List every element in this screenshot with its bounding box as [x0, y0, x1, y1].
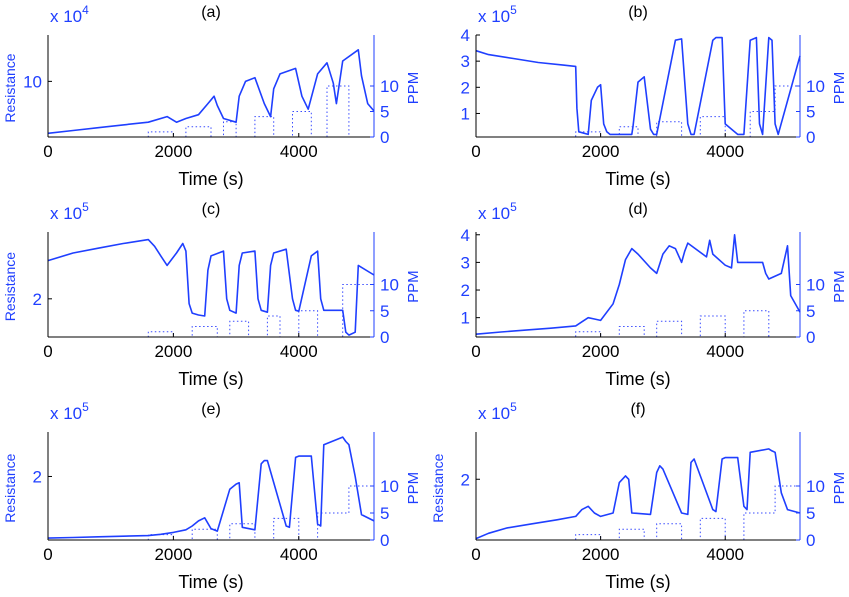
y-axis-label: Resistance [2, 53, 18, 122]
ppm-trace [48, 284, 374, 338]
x-tick-label: 2000 [154, 342, 192, 361]
y-axis-label: Resistance [430, 453, 446, 522]
x-axis-label: Time (s) [178, 369, 243, 389]
x-tick-label: 4000 [280, 142, 318, 161]
y2-tick-label: 10 [380, 477, 399, 496]
x-tick-label: 0 [43, 342, 52, 361]
resistance-trace [47, 48, 375, 135]
y-tick-label: 3 [461, 253, 470, 272]
y2-axis-label: PPM [405, 472, 422, 505]
x-tick-label: 0 [471, 342, 480, 361]
y-tick-label: 2 [461, 281, 470, 300]
x-tick-label: 2000 [154, 545, 192, 564]
y2-tick-label: 0 [806, 328, 815, 347]
y-tick-label: 2 [461, 470, 470, 489]
x-tick-label: 2000 [582, 545, 620, 564]
y2-tick-label: 10 [806, 77, 825, 96]
panel-c: x 105 [47, 200, 375, 338]
x-tick-label: 0 [43, 142, 52, 161]
scale-multiplier: x 105 [478, 400, 517, 423]
y2-tick-label: 0 [380, 531, 389, 550]
y2-tick-label: 0 [380, 128, 389, 147]
panel-title: (a) [201, 4, 221, 21]
y-axis-label: Resistance [2, 252, 18, 321]
y-tick-label: 2 [461, 78, 470, 97]
x-axis-label: Time (s) [178, 169, 243, 189]
y-tick-label: 10 [23, 72, 42, 91]
y2-tick-label: 5 [380, 302, 389, 321]
y-tick-label: 4 [461, 226, 470, 245]
x-tick-label: 4000 [706, 545, 744, 564]
panel-e: x 105 [47, 400, 375, 541]
resistance-trace [47, 238, 375, 336]
y-tick-label: 2 [33, 290, 42, 309]
scale-multiplier: x 104 [50, 3, 89, 26]
x-tick-label: 4000 [706, 142, 744, 161]
x-axis-label: Time (s) [605, 369, 670, 389]
y2-tick-label: 0 [806, 128, 815, 147]
y2-axis-label: PPM [831, 72, 848, 105]
x-axis-label: Time (s) [178, 572, 243, 592]
y2-tick-label: 0 [806, 531, 815, 550]
panel-a: x 104 [47, 3, 375, 138]
panel-title: (d) [628, 201, 648, 218]
x-tick-label: 0 [471, 142, 480, 161]
y2-tick-label: 10 [380, 77, 399, 96]
panel-d: x 105 [475, 200, 801, 338]
resistance-trace [475, 448, 801, 540]
scale-multiplier: x 105 [50, 400, 89, 423]
x-tick-label: 0 [43, 545, 52, 564]
y2-axis-label: PPM [831, 472, 848, 505]
scale-multiplier: x 105 [50, 200, 89, 223]
ppm-trace [476, 310, 800, 338]
y-tick-label: 1 [461, 309, 470, 328]
panel-title: (f) [630, 401, 645, 418]
y2-tick-label: 0 [380, 328, 389, 347]
y2-tick-label: 5 [806, 302, 815, 321]
x-tick-label: 4000 [280, 545, 318, 564]
y-tick-label: 1 [461, 104, 470, 123]
resistance-trace [47, 436, 375, 539]
x-tick-label: 4000 [280, 342, 318, 361]
y2-tick-label: 10 [380, 276, 399, 295]
y2-axis-label: PPM [405, 270, 422, 303]
x-axis-label: Time (s) [605, 169, 670, 189]
panel-f: x 105 [475, 400, 801, 541]
x-tick-label: 2000 [582, 142, 620, 161]
ppm-trace [476, 85, 800, 138]
y-axis-label: Resistance [2, 453, 18, 522]
resistance-trace [475, 234, 801, 335]
y-tick-label: 3 [461, 52, 470, 71]
panel-b: x 105 [475, 3, 801, 138]
x-tick-label: 2000 [582, 342, 620, 361]
y-tick-label: 4 [461, 26, 470, 45]
scale-multiplier: x 105 [478, 200, 517, 223]
x-tick-label: 4000 [706, 342, 744, 361]
x-tick-label: 0 [471, 545, 480, 564]
panel-title: (e) [201, 401, 221, 418]
y2-axis-label: PPM [405, 72, 422, 105]
y2-tick-label: 5 [806, 504, 815, 523]
x-axis-label: Time (s) [605, 572, 670, 592]
y2-tick-label: 10 [806, 477, 825, 496]
y2-tick-label: 5 [380, 103, 389, 122]
panel-title: (b) [628, 4, 648, 21]
y-tick-label: 2 [33, 467, 42, 486]
x-tick-label: 2000 [154, 142, 192, 161]
ppm-trace [48, 85, 374, 138]
y2-tick-label: 10 [806, 276, 825, 295]
y2-tick-label: 5 [806, 103, 815, 122]
y2-tick-label: 5 [380, 504, 389, 523]
panel-title: (c) [202, 201, 221, 218]
resistance-trace [475, 36, 801, 136]
ppm-trace [48, 485, 374, 541]
y2-axis-label: PPM [831, 270, 848, 303]
scale-multiplier: x 105 [478, 3, 517, 26]
